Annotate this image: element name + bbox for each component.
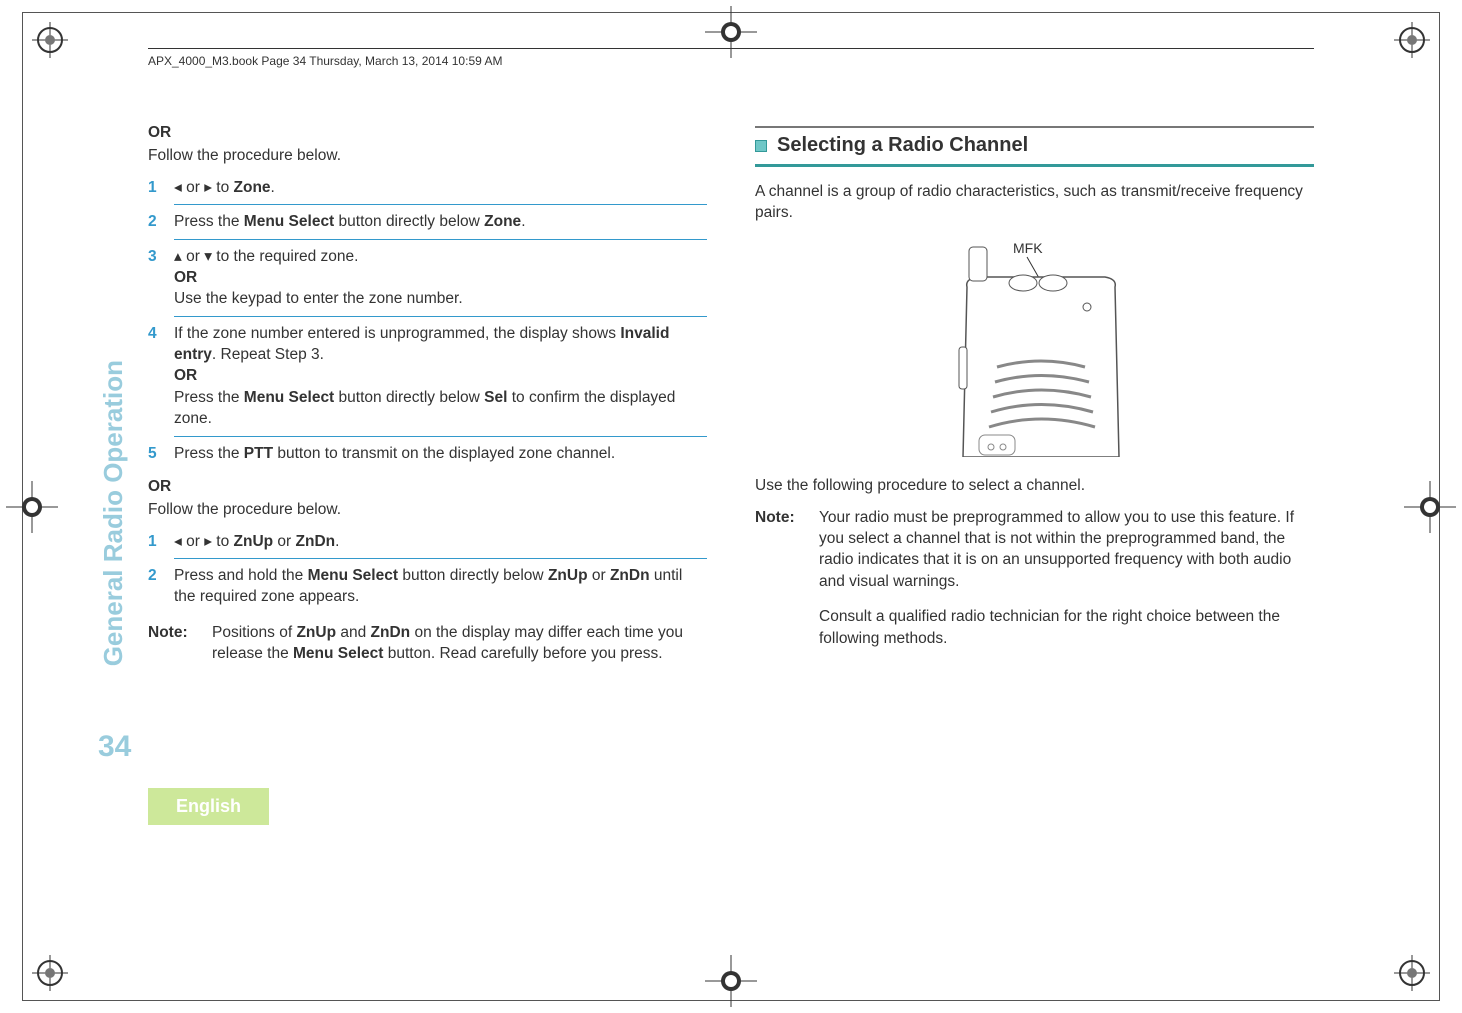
- left-column: OR Follow the procedure below. 1 ◂ or ▸ …: [148, 122, 707, 913]
- content-area: OR Follow the procedure below. 1 ◂ or ▸ …: [148, 122, 1314, 913]
- step-separator: [174, 316, 707, 317]
- crosshair-icon: [705, 955, 757, 1007]
- mfk-label: MFK: [1013, 240, 1043, 256]
- heading-rule-bottom: [755, 164, 1314, 167]
- heading-row: Selecting a Radio Channel: [755, 132, 1314, 160]
- crosshair-icon: [1404, 481, 1456, 533]
- intro-text: A channel is a group of radio characteri…: [755, 181, 1314, 224]
- note-label: Note:: [755, 507, 819, 659]
- step-5: 5 Press the PTT button to transmit on th…: [148, 443, 707, 464]
- step-separator: [174, 436, 707, 437]
- step-body: ▴ or ▾ to the required zone. OR Use the …: [174, 246, 707, 310]
- or-label: OR: [148, 124, 171, 141]
- step-number: 4: [148, 323, 174, 430]
- step-b1: 1 ◂ or ▸ to ZnUp or ZnDn.: [148, 531, 707, 552]
- step-body: ◂ or ▸ to ZnUp or ZnDn.: [174, 531, 707, 552]
- or-label: OR: [148, 478, 171, 495]
- heading-rule-top: [755, 126, 1314, 128]
- step-number: 5: [148, 443, 174, 464]
- registration-mark-icon: [32, 22, 68, 58]
- note-body: Positions of ZnUp and ZnDn on the displa…: [212, 622, 707, 665]
- step-3: 3 ▴ or ▾ to the required zone. OR Use th…: [148, 246, 707, 310]
- radio-illustration-icon: MFK: [905, 237, 1165, 457]
- crosshair-icon: [6, 481, 58, 533]
- step-body: Press the Menu Select button directly be…: [174, 211, 707, 232]
- registration-mark-icon: [1394, 955, 1430, 991]
- registration-mark-icon: [32, 955, 68, 991]
- note-label: Note:: [148, 622, 212, 665]
- header-rule: [148, 48, 1314, 49]
- step-number: 1: [148, 177, 174, 198]
- nav-left-icon: ◂: [174, 533, 182, 550]
- step-separator: [174, 239, 707, 240]
- crosshair-icon: [705, 6, 757, 58]
- nav-right-icon: ▸: [204, 533, 212, 550]
- nav-up-icon: ▴: [174, 248, 182, 265]
- page-header-text: APX_4000_M3.book Page 34 Thursday, March…: [148, 54, 502, 68]
- step-number: 2: [148, 211, 174, 232]
- note-block: Note: Your radio must be preprogrammed t…: [755, 507, 1314, 659]
- zone-label: Zone: [234, 179, 271, 196]
- note-block: Note: Positions of ZnUp and ZnDn on the …: [148, 622, 707, 665]
- step-body: Press the PTT button to transmit on the …: [174, 443, 707, 464]
- step-1: 1 ◂ or ▸ to Zone.: [148, 177, 707, 198]
- step-number: 1: [148, 531, 174, 552]
- step-4: 4 If the zone number entered is unprogra…: [148, 323, 707, 430]
- step-body: If the zone number entered is unprogramm…: [174, 323, 707, 430]
- right-column: Selecting a Radio Channel A channel is a…: [755, 122, 1314, 913]
- nav-right-icon: ▸: [204, 179, 212, 196]
- follow-text: Follow the procedure below.: [148, 499, 707, 520]
- registration-mark-icon: [1394, 22, 1430, 58]
- nav-down-icon: ▾: [204, 248, 212, 265]
- section-heading: Selecting a Radio Channel: [777, 132, 1028, 160]
- step-separator: [174, 204, 707, 205]
- step-b2: 2 Press and hold the Menu Select button …: [148, 565, 707, 608]
- step-2: 2 Press the Menu Select button directly …: [148, 211, 707, 232]
- nav-left-icon: ◂: [174, 179, 182, 196]
- step-number: 3: [148, 246, 174, 310]
- follow-text: Follow the procedure below.: [148, 145, 707, 166]
- heading-bullet-icon: [755, 140, 767, 152]
- sidebar-label: General Radio Operation: [98, 360, 129, 666]
- step-separator: [174, 558, 707, 559]
- sidebar-tab: General Radio Operation: [98, 360, 132, 690]
- step-body: ◂ or ▸ to Zone.: [174, 177, 707, 198]
- note-body: Your radio must be preprogrammed to allo…: [819, 507, 1314, 659]
- step-number: 2: [148, 565, 174, 608]
- use-text: Use the following procedure to select a …: [755, 475, 1314, 496]
- page-number: 34: [98, 730, 131, 764]
- step-body: Press and hold the Menu Select button di…: [174, 565, 707, 608]
